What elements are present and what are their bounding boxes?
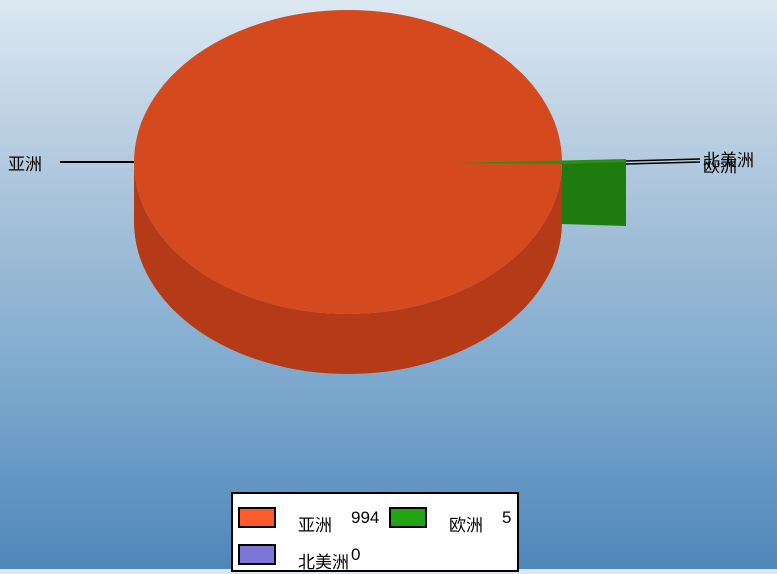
legend-label-asia: 亚洲 bbox=[298, 516, 332, 536]
legend-swatch-north-america bbox=[238, 544, 276, 565]
pie-slice-europe bbox=[562, 160, 626, 226]
legend-item-europe: 欧洲 5 bbox=[389, 507, 519, 537]
pie-slice-europe-top bbox=[456, 159, 626, 164]
legend-swatch-asia bbox=[238, 507, 276, 528]
leader-line-north-america bbox=[625, 161, 701, 165]
legend-swatch-europe bbox=[389, 507, 427, 528]
legend-item-north-america: 北美洲 0 bbox=[238, 544, 388, 574]
legend-item-asia: 亚洲 994 bbox=[238, 507, 388, 537]
legend-label-europe: 欧洲 bbox=[449, 516, 483, 536]
slice-label-europe: 欧洲 bbox=[703, 157, 737, 177]
legend-value-asia: 994 bbox=[351, 508, 380, 527]
legend-value-north-america: 0 bbox=[351, 545, 361, 564]
pie-slice-asia bbox=[134, 10, 562, 314]
legend-value-europe: 5 bbox=[502, 508, 512, 527]
slice-label-north-america: 北美洲 bbox=[703, 151, 754, 171]
legend: 亚洲 994 欧洲 5 北美洲 0 bbox=[231, 492, 519, 574]
legend-label-north-america: 北美洲 bbox=[298, 553, 349, 573]
pie-side-asia bbox=[134, 162, 562, 374]
slice-label-asia: 亚洲 bbox=[8, 155, 42, 175]
leader-line-europe bbox=[625, 158, 701, 162]
